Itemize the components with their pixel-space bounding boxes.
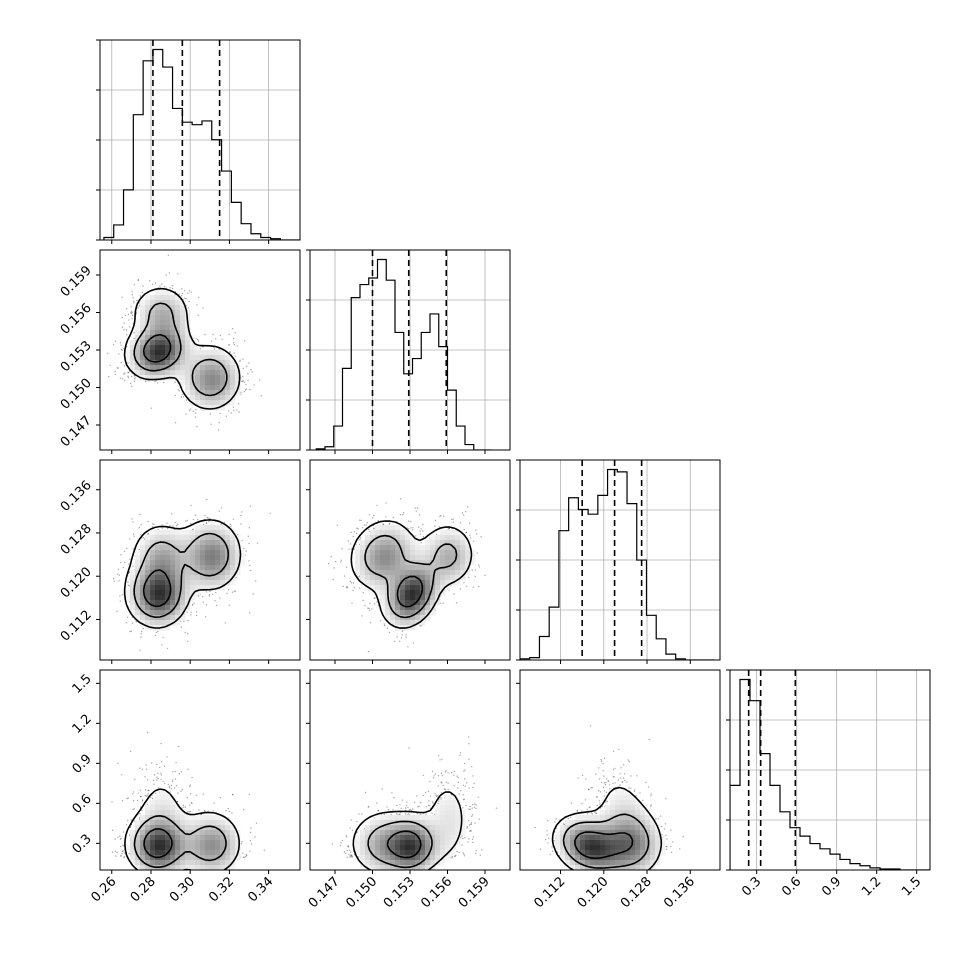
contour-1-0-1 <box>133 302 228 397</box>
x-tick-label-2-3: 0.136 <box>661 874 698 911</box>
histogram-0 <box>103 48 300 240</box>
x-tick-label-0-1: 0.28 <box>128 874 159 905</box>
contour-3-2-2 <box>574 831 634 860</box>
contour-3-0-1 <box>133 815 227 868</box>
y-tick-label-2-0: 0.112 <box>58 608 95 645</box>
y-tick-label-1-3: 0.156 <box>58 301 95 338</box>
y-tick-label-1-1: 0.150 <box>58 376 95 413</box>
y-tick-label-3-3: 1.2 <box>70 712 95 737</box>
contour-3-2-0 <box>551 786 663 870</box>
contour-3-2-1 <box>562 813 650 869</box>
panel-2-0: 0.112 0.120 0.128 0.136 <box>58 459 301 664</box>
panel-3-3: 0.3 0.6 0.9 1.2 1.5 <box>726 669 931 899</box>
contour-1-0-0 <box>123 287 241 410</box>
histogram-2 <box>520 468 715 660</box>
y-tick-label-2-2: 0.128 <box>58 521 95 558</box>
contour-2-1-0 <box>350 520 473 629</box>
x-tick-label-2-2: 0.128 <box>618 874 655 911</box>
x-tick-label-3-2: 0.9 <box>819 874 844 899</box>
x-tick-label-2-0: 0.112 <box>531 874 568 911</box>
x-tick-label-3-0: 0.3 <box>739 874 764 899</box>
contour-3-0-2 <box>143 828 173 859</box>
y-tick-label-1-2: 0.153 <box>58 338 95 375</box>
contour-3-1-0 <box>352 791 463 870</box>
x-tick-label-3-3: 1.2 <box>859 874 884 899</box>
x-tick-label-0-0: 0.26 <box>89 874 120 905</box>
contour-2-0-2 <box>142 569 172 608</box>
y-tick-label-3-4: 1.5 <box>70 672 95 697</box>
y-tick-label-3-2: 0.9 <box>70 752 95 777</box>
panel-2-2 <box>516 459 721 664</box>
contour-3-0-0 <box>124 788 240 870</box>
x-tick-label-1-4: 0.159 <box>456 874 493 911</box>
y-tick-label-3-1: 0.6 <box>70 792 95 817</box>
panel-0-0 <box>96 39 301 244</box>
x-tick-label-3-1: 0.6 <box>779 874 804 899</box>
y-tick-label-1-4: 0.159 <box>58 263 95 300</box>
contour-1-0-2 <box>142 333 172 363</box>
x-tick-label-0-4: 0.34 <box>245 874 276 905</box>
contour-3-1-2 <box>386 830 422 859</box>
x-tick-label-0-2: 0.30 <box>167 874 198 905</box>
x-tick-label-2-1: 0.120 <box>575 874 612 911</box>
panel-1-1 <box>306 249 511 454</box>
contour-2-0-1 <box>133 532 230 618</box>
x-tick-label-1-3: 0.156 <box>418 874 455 911</box>
contour-2-0-0 <box>123 519 242 629</box>
x-tick-label-0-3: 0.32 <box>206 874 237 905</box>
panel-2-1 <box>306 459 511 664</box>
y-tick-label-2-1: 0.120 <box>58 564 95 601</box>
contour-2-1-2 <box>396 575 424 608</box>
panel-3-1: 0.147 0.150 0.153 0.156 0.159 <box>306 669 511 911</box>
contour-3-1-1 <box>367 820 433 869</box>
x-tick-label-1-1: 0.150 <box>343 874 380 911</box>
x-tick-label-1-2: 0.153 <box>381 874 418 911</box>
x-tick-label-1-0: 0.147 <box>306 874 343 911</box>
panel-3-2: 0.112 0.120 0.128 0.136 <box>516 669 721 911</box>
histogram-1 <box>315 258 492 450</box>
panel-3-0: 0.26 0.28 0.30 0.32 0.34 0.3 0.6 0.9 1.2 1.5 <box>70 669 301 905</box>
histogram-3 <box>730 678 930 870</box>
y-tick-label-3-0: 0.3 <box>70 832 95 857</box>
contour-2-1-1 <box>364 534 458 619</box>
y-tick-label-1-0: 0.147 <box>58 413 95 450</box>
y-tick-label-2-3: 0.136 <box>58 478 95 515</box>
x-tick-label-3-4: 1.5 <box>899 874 924 899</box>
